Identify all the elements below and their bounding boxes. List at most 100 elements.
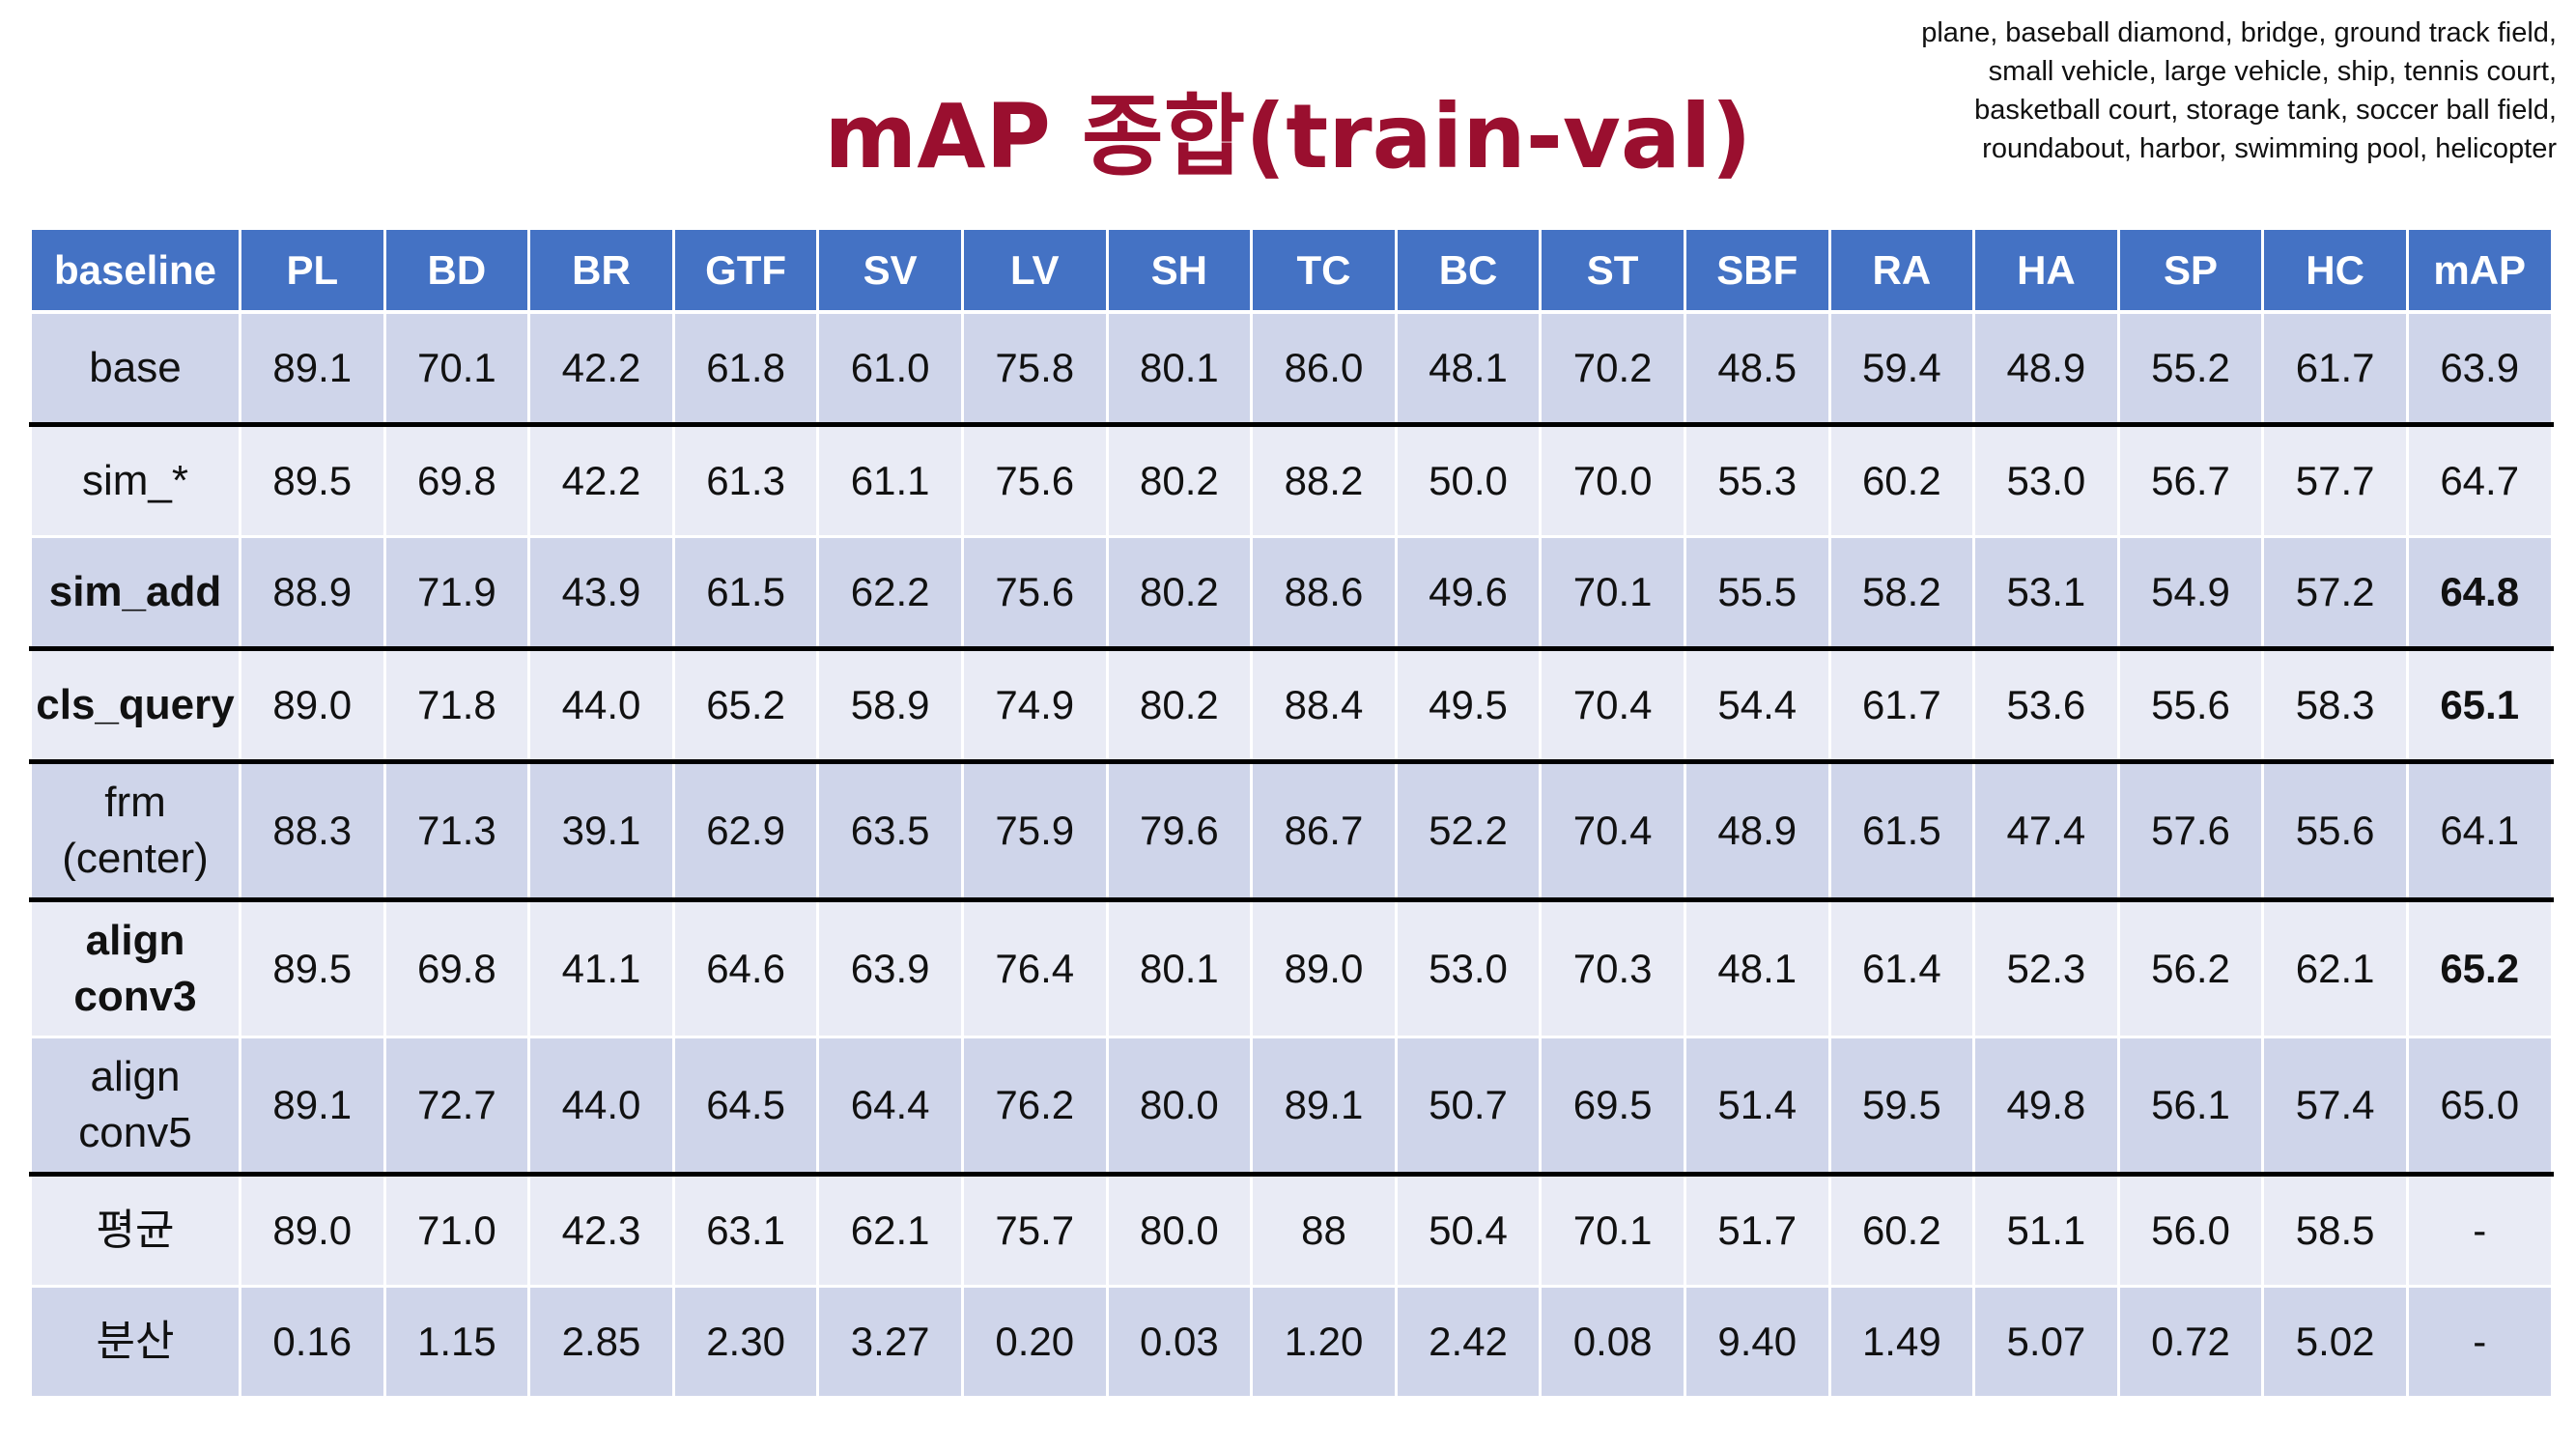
table-row: 분산 0.16 1.15 2.85 2.30 3.27 0.20 0.03 1.20 2.42 0.… (29, 1286, 2554, 1396)
value-cell: 80.0 (1105, 1174, 1254, 1288)
value-cell: 70.1 (382, 312, 531, 427)
value-cell: 58.5 (2261, 1174, 2409, 1288)
value-cell: 71.0 (382, 1174, 531, 1288)
value-cell: 88 (1250, 1174, 1398, 1288)
value-cell: 86.0 (1250, 312, 1398, 427)
value-cell: 57.6 (2116, 761, 2265, 902)
value-cell: 62.1 (2261, 899, 2409, 1038)
value-cell: 3.27 (816, 1286, 964, 1396)
value-cell: 41.1 (527, 899, 675, 1038)
row-label-line: sim_add (48, 568, 222, 615)
row-label: base (29, 312, 241, 427)
value-cell: 47.4 (1972, 761, 2120, 902)
value-cell: 89.5 (239, 424, 386, 538)
value-cell: 49.8 (1972, 1037, 2120, 1177)
table-body: base 89.1 70.1 42.2 61.8 61.0 75.8 80.1 86.0 48.1… (29, 312, 2554, 1396)
row-label: sim_* (29, 424, 241, 538)
table-row: 평균 89.0 71.0 42.3 63.1 62.1 75.7 80.0 88 50.4 70.1… (29, 1174, 2554, 1288)
map-cell: - (2405, 1286, 2554, 1396)
value-cell: 51.7 (1683, 1174, 1831, 1288)
value-cell: 89.5 (239, 899, 386, 1038)
value-cell: 88.2 (1250, 424, 1398, 538)
table-row: sim_* 89.5 69.8 42.2 61.3 61.1 75.6 80.2 88.2 50.… (29, 424, 2554, 538)
value-cell: 75.6 (960, 536, 1109, 651)
class-list-note: plane, baseball diamond, bridge, ground … (1921, 17, 2557, 164)
value-cell: 89.0 (1250, 899, 1398, 1038)
value-cell: 0.03 (1105, 1286, 1254, 1396)
value-cell: 76.2 (960, 1037, 1109, 1177)
value-cell: 56.7 (2116, 424, 2265, 538)
value-cell: 39.1 (527, 761, 675, 902)
value-cell: 59.5 (1827, 1037, 1976, 1177)
value-cell: 48.1 (1394, 312, 1543, 427)
value-cell: 63.1 (671, 1174, 820, 1288)
row-label: cls_query (29, 648, 241, 764)
value-cell: 53.0 (1394, 899, 1543, 1038)
row-label-line: cls_query (36, 681, 235, 728)
row-label-line: conv3 (73, 973, 197, 1020)
value-cell: 70.2 (1539, 312, 1686, 427)
value-cell: 1.20 (1250, 1286, 1398, 1396)
value-cell: 61.0 (816, 312, 964, 427)
value-cell: 0.72 (2116, 1286, 2265, 1396)
value-cell: 61.7 (2261, 312, 2409, 427)
value-cell: 70.0 (1539, 424, 1686, 538)
header-cell-sh: SH (1105, 230, 1254, 314)
header-cell-sp: SP (2116, 230, 2265, 314)
value-cell: 5.07 (1972, 1286, 2120, 1396)
value-cell: 43.9 (527, 536, 675, 651)
row-label: 분산 (29, 1286, 241, 1396)
header-cell-ha: HA (1972, 230, 2120, 314)
value-cell: 70.1 (1539, 1174, 1686, 1288)
header-cell-br: BR (527, 230, 675, 314)
value-cell: 48.5 (1683, 312, 1831, 427)
value-cell: 60.2 (1827, 424, 1976, 538)
value-cell: 80.0 (1105, 1037, 1254, 1177)
value-cell: 71.3 (382, 761, 531, 902)
value-cell: 75.6 (960, 424, 1109, 538)
value-cell: 55.6 (2116, 648, 2265, 764)
value-cell: 2.85 (527, 1286, 675, 1396)
row-label-line: 분산 (96, 1318, 175, 1365)
value-cell: 65.2 (671, 648, 820, 764)
header-cell-gtf: GTF (671, 230, 820, 314)
value-cell: 48.9 (1972, 312, 2120, 427)
row-label: 평균 (29, 1174, 241, 1288)
value-cell: 61.5 (671, 536, 820, 651)
header-cell-pl: PL (239, 230, 386, 314)
slide-title: mAP 종합(train-val) (824, 85, 1752, 188)
header-cell-ra: RA (1827, 230, 1976, 314)
value-cell: 50.0 (1394, 424, 1543, 538)
value-cell: 2.30 (671, 1286, 820, 1396)
results-table: baseline PL BD BR GTF SV LV SH TC BC ST SBF RA HA SP HC… (29, 230, 2554, 1396)
value-cell: 55.2 (2116, 312, 2265, 427)
value-cell: 0.16 (239, 1286, 386, 1396)
value-cell: 49.5 (1394, 648, 1543, 764)
value-cell: 44.0 (527, 1037, 675, 1177)
value-cell: 75.9 (960, 761, 1109, 902)
value-cell: 58.3 (2261, 648, 2409, 764)
value-cell: 63.5 (816, 761, 964, 902)
header-cell-hc: HC (2261, 230, 2409, 314)
row-label-line: (center) (62, 835, 209, 882)
table-row: cls_query 89.0 71.8 44.0 65.2 58.9 74.9 80.2 88.… (29, 648, 2554, 764)
value-cell: 57.4 (2261, 1037, 2409, 1177)
value-cell: 75.8 (960, 312, 1109, 427)
value-cell: 54.9 (2116, 536, 2265, 651)
table-row: align conv3 89.5 69.8 41.1 64.6 63.9 76.4 80.1 89… (29, 899, 2554, 1038)
row-label-line: 평균 (96, 1207, 175, 1254)
value-cell: 89.0 (239, 1174, 386, 1288)
value-cell: 53.0 (1972, 424, 2120, 538)
header-cell-st: ST (1539, 230, 1686, 314)
value-cell: 50.4 (1394, 1174, 1543, 1288)
value-cell: 64.5 (671, 1037, 820, 1177)
table-row: frm (center) 88.3 71.3 39.1 62.9 63.5 75.9 79.6 8… (29, 761, 2554, 902)
header-cell-sv: SV (816, 230, 964, 314)
value-cell: 80.2 (1105, 536, 1254, 651)
value-cell: 62.1 (816, 1174, 964, 1288)
row-label-line: sim_* (81, 457, 189, 504)
header-cell-bc: BC (1394, 230, 1543, 314)
value-cell: 89.0 (239, 648, 386, 764)
value-cell: 89.1 (239, 312, 386, 427)
header-cell-tc: TC (1250, 230, 1398, 314)
